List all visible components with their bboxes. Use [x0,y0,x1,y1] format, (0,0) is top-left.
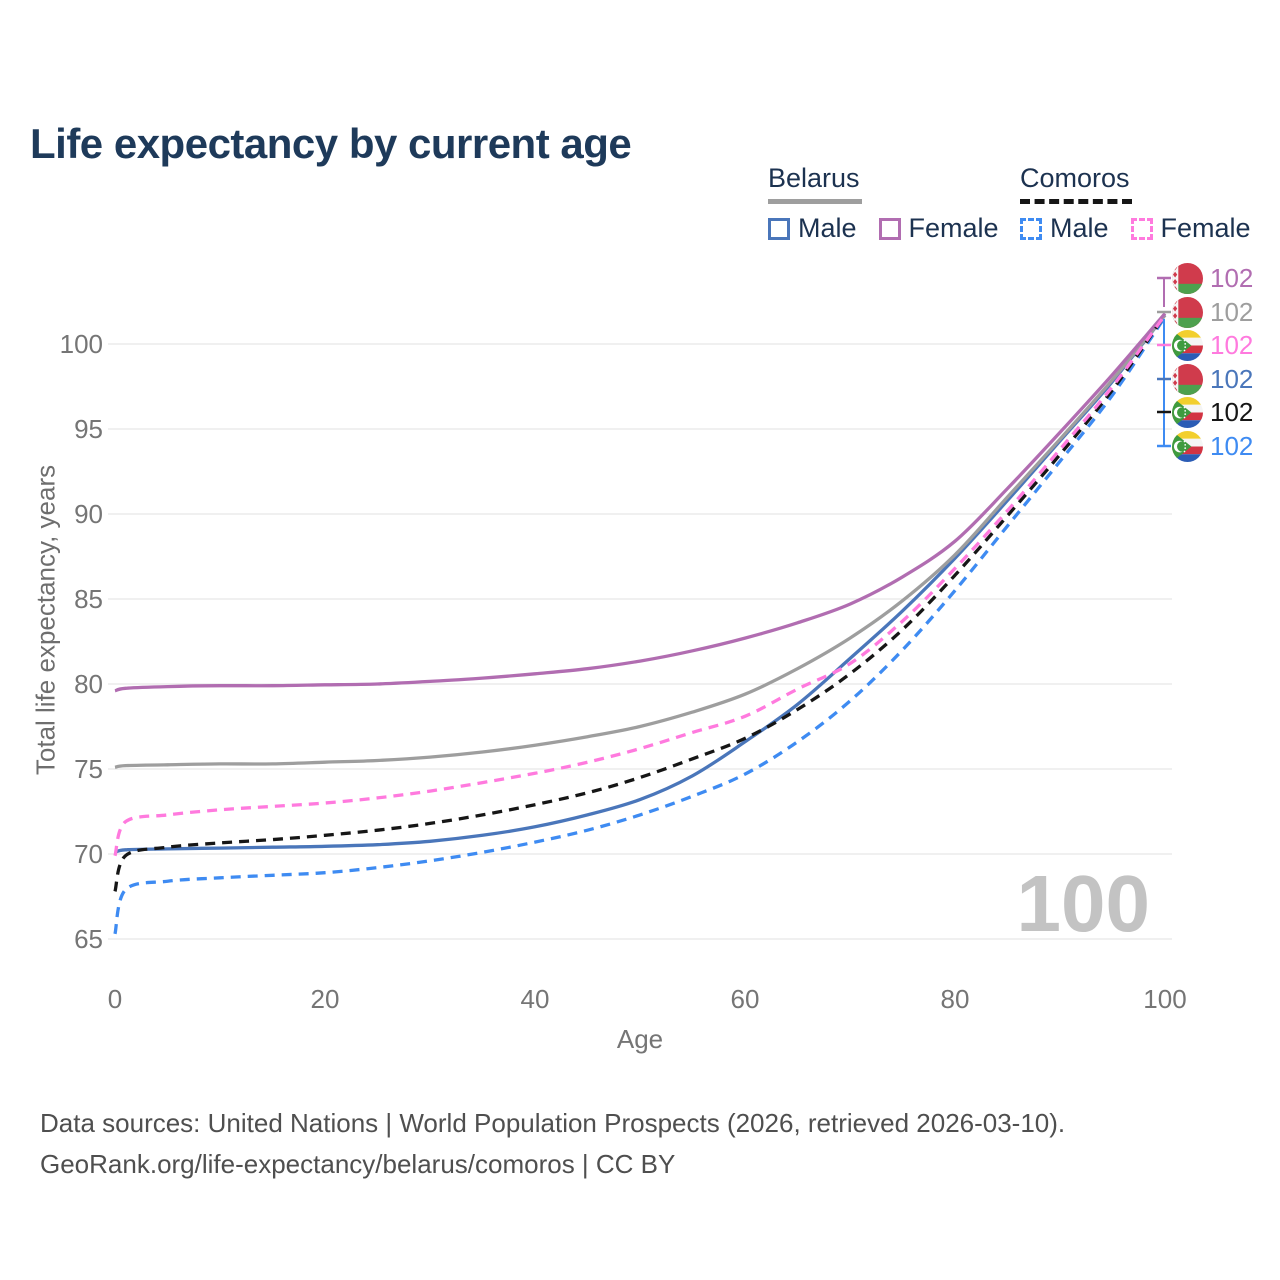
legend-items: Male Female [768,213,999,244]
y-tick-label: 90 [74,499,103,529]
end-label-belarus_female: 102 [1172,262,1253,294]
y-axis-title: Total life expectancy, years [30,464,61,776]
legend-item-belarus-male[interactable]: Male [768,213,857,244]
end-label-belarus_all: 102 [1172,296,1253,328]
comoros-flag [1172,329,1203,361]
legend-country-comoros[interactable]: Comoros [1020,163,1132,204]
legend-swatch-icon [1130,217,1153,240]
series-line-comoros_all [113,314,1167,892]
footer: Data sources: United Nations | World Pop… [40,1103,1065,1185]
series-lines [113,312,1167,935]
end-label-comoros_all: 102 [1172,396,1253,428]
comoros-flag-icon [1172,329,1203,361]
series-line-belarus_female [114,312,1167,693]
y-tick-label: 75 [74,754,103,784]
x-tick-label: 0 [108,984,122,1014]
legend-item-label: Female [1160,213,1251,243]
y-axis-tick-labels: 65 70 75 80 85 90 95 100 [60,329,103,954]
legend-group-belarus: Belarus Male Female [768,163,999,244]
x-axis-title: Age [616,1024,664,1054]
gridlines [108,343,1172,940]
series-line-comoros_female [113,314,1167,857]
data-sources-line: Data sources: United Nations | World Pop… [40,1108,1066,1138]
page-title: Life expectancy by current age [30,120,632,168]
x-tick-label: 40 [521,984,550,1014]
belarus-flag [1172,296,1203,328]
end-label-value: 102 [1210,363,1254,394]
comoros-flag-icon [1172,396,1203,428]
belarus-flag-icon [1172,363,1203,395]
end-label-value: 102 [1210,396,1254,427]
end-label-value: 102 [1210,329,1254,360]
end-label-value: 102 [1210,262,1254,293]
y-tick-label: 65 [74,924,103,954]
belarus-flag [1172,363,1203,395]
legend-swatch-icon [1020,217,1042,240]
end-label-value: 102 [1210,430,1254,461]
comoros-flag-icon [1172,430,1203,462]
legend: Belarus Male Female Comoros Male Female [0,163,1280,245]
series-line-belarus_male [114,314,1167,854]
series-line-comoros_male [113,315,1167,935]
series-line-belarus_all [114,314,1167,769]
legend-item-belarus-female[interactable]: Female [878,213,999,244]
comoros-flag [1172,396,1203,428]
age-watermark: 100 [1016,859,1150,948]
end-label-belarus_male: 102 [1172,363,1253,395]
y-tick-label: 100 [60,329,103,359]
y-tick-label: 85 [74,584,103,614]
legend-item-label: Female [908,213,999,243]
legend-swatch-icon [878,217,901,240]
end-label-value: 102 [1210,296,1254,327]
y-tick-label: 70 [74,839,103,869]
legend-items: Male Female [1020,213,1251,244]
y-tick-label: 80 [74,669,103,699]
legend-swatch-icon [768,217,790,240]
legend-country-belarus[interactable]: Belarus [768,163,862,204]
belarus-flag [1172,262,1203,294]
x-tick-label: 100 [1143,984,1186,1014]
x-tick-label: 80 [941,984,970,1014]
belarus-flag-icon [1172,296,1203,328]
legend-group-comoros: Comoros Male Female [1020,163,1251,244]
end-label-comoros_female: 102 [1172,329,1253,361]
x-tick-label: 60 [731,984,760,1014]
legend-item-comoros-male[interactable]: Male [1020,213,1109,244]
end-label-comoros_male: 102 [1172,430,1253,462]
x-axis-tick-labels: 0 20 40 60 80 100 [108,984,1187,1014]
legend-item-label: Male [1050,213,1109,243]
end-label-connectors [1157,276,1171,448]
x-tick-label: 20 [311,984,340,1014]
legend-item-comoros-female[interactable]: Female [1130,213,1251,244]
belarus-flag-icon [1172,262,1203,294]
comoros-flag [1172,430,1203,462]
y-tick-label: 95 [74,414,103,444]
attribution-line: GeoRank.org/life-expectancy/belarus/como… [40,1149,676,1179]
legend-item-label: Male [798,213,857,243]
